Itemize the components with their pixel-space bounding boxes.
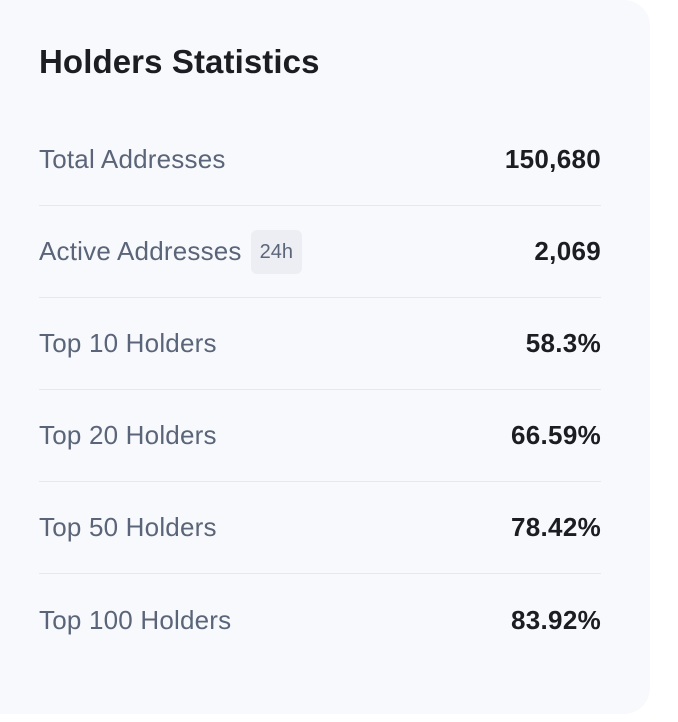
stat-value: 78.42% (511, 512, 601, 542)
stat-label: Top 100 Holders (39, 604, 232, 635)
stat-row-top-100-holders: Top 100 Holders 83.92% (39, 574, 601, 666)
stat-label: Top 20 Holders (39, 420, 217, 450)
stat-label: Total Addresses (39, 144, 226, 174)
stat-label-wrap: Top 20 Holders (39, 420, 217, 451)
stat-row-top-20-holders: Top 20 Holders 66.59% (39, 390, 601, 482)
card-title: Holders Statistics (39, 43, 320, 80)
stat-label-wrap: Active Addresses 24h (39, 229, 303, 274)
stat-value: 66.59% (511, 420, 601, 450)
stat-label: Top 10 Holders (39, 328, 217, 358)
stat-value: 83.92% (511, 604, 601, 635)
stat-label-wrap: Top 10 Holders (39, 328, 217, 359)
stat-row-top-50-holders: Top 50 Holders 78.42% (39, 482, 601, 574)
stat-row-top-10-holders: Top 10 Holders 58.3% (39, 298, 601, 390)
stat-label: Active Addresses (39, 236, 242, 266)
stat-row-active-addresses: Active Addresses 24h 2,069 (39, 206, 601, 298)
time-range-badge: 24h (250, 229, 303, 274)
stats-list: Total Addresses 150,680 Active Addresses… (39, 114, 601, 666)
stat-row-total-addresses: Total Addresses 150,680 (39, 114, 601, 206)
stat-label-wrap: Top 100 Holders (39, 605, 231, 636)
stat-label-wrap: Total Addresses (39, 144, 226, 175)
holders-statistics-card: Holders Statistics Total Addresses 150,6… (39, 43, 601, 666)
stat-label-wrap: Top 50 Holders (39, 512, 217, 543)
stat-label: Top 50 Holders (39, 512, 217, 542)
stat-value: 2,069 (534, 236, 601, 266)
stat-value: 150,680 (504, 144, 601, 174)
stat-value: 58.3% (525, 328, 601, 358)
